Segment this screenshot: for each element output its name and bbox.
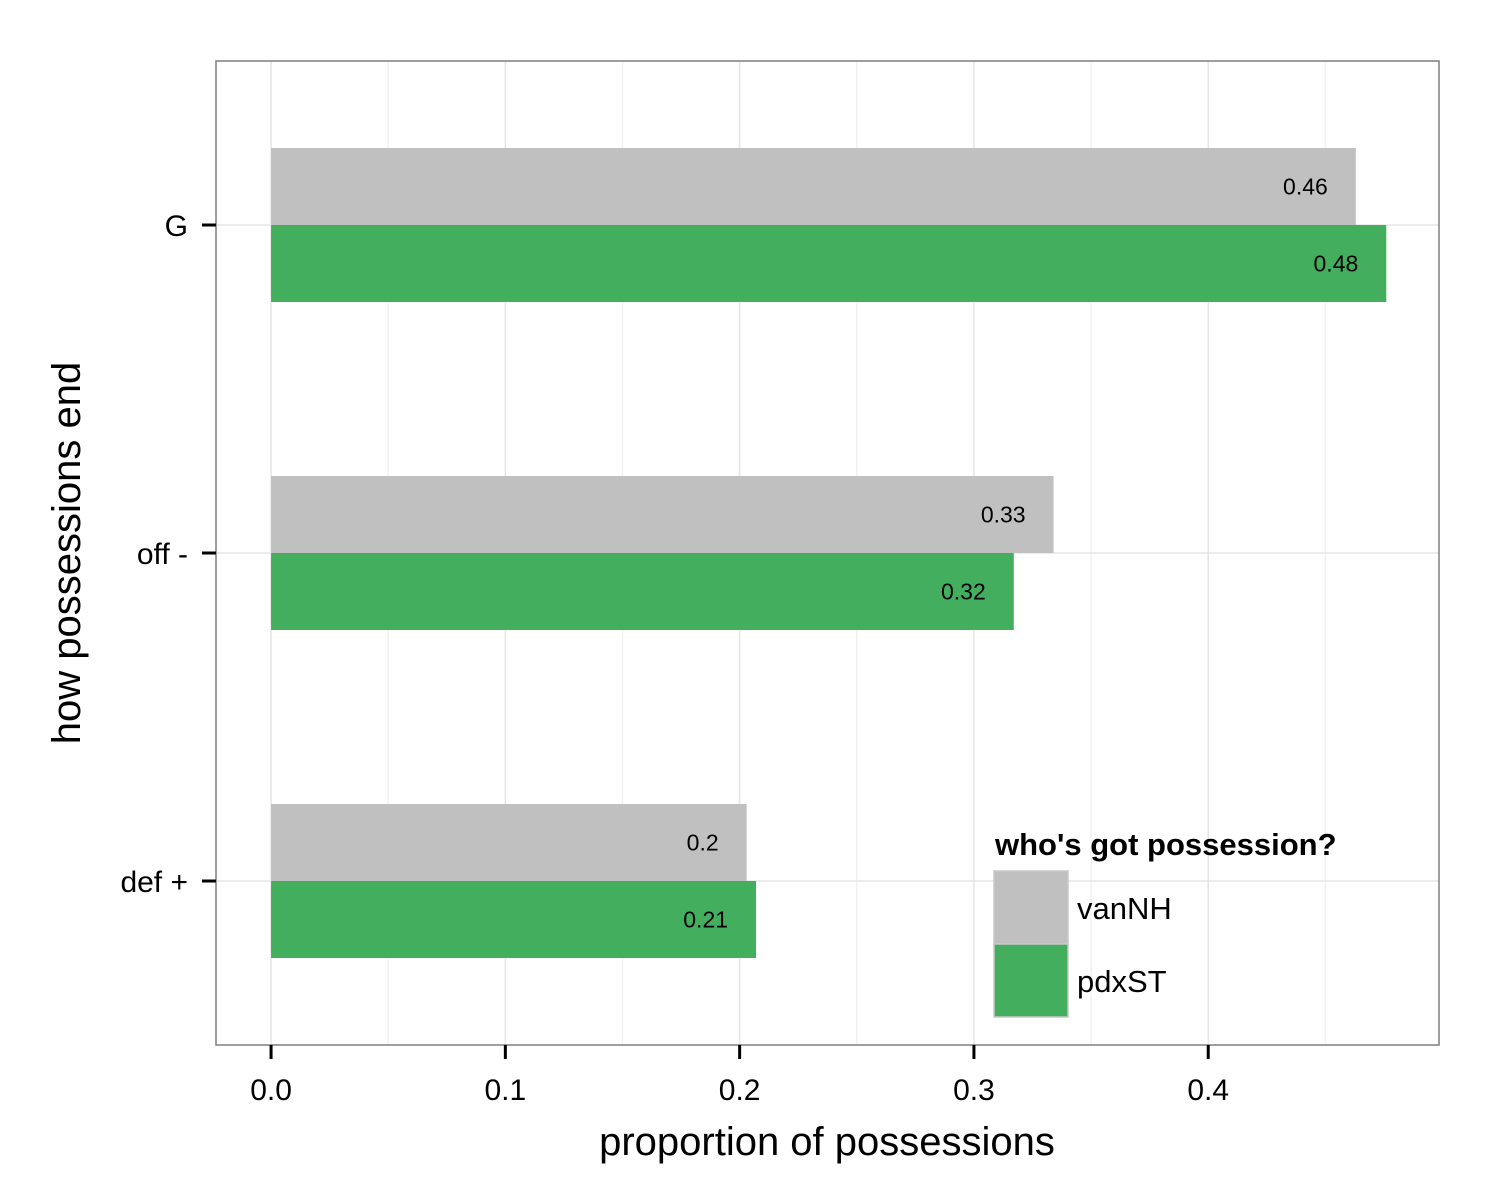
y-tick-label: off - bbox=[137, 538, 188, 571]
bar-pdxST-1 bbox=[271, 553, 1014, 630]
y-tick-label: G bbox=[165, 210, 188, 243]
legend-items: vanNH pdxST bbox=[993, 870, 1172, 1018]
data-label-pdxST-1: 0.32 bbox=[941, 579, 986, 605]
data-label-pdxST-0: 0.48 bbox=[1314, 251, 1359, 277]
x-axis: 0.0 0.1 0.2 0.3 0.4 bbox=[250, 1045, 1229, 1107]
x-tick-label: 0.2 bbox=[719, 1074, 761, 1107]
bars bbox=[271, 148, 1387, 958]
data-label-vanNH-0: 0.46 bbox=[1283, 174, 1328, 200]
data-label-vanNH-2: 0.2 bbox=[687, 830, 719, 856]
y-axis-title: how possessions end bbox=[45, 362, 89, 744]
x-tick-label: 0.3 bbox=[953, 1074, 995, 1107]
legend-label-pdxST: pdxST bbox=[1077, 964, 1167, 999]
legend-label-vanNH: vanNH bbox=[1077, 891, 1172, 926]
bar-vanNH-1 bbox=[271, 476, 1054, 553]
x-tick-label: 0.1 bbox=[484, 1074, 526, 1107]
y-tick-label: def + bbox=[120, 866, 188, 899]
bar-labels: 0.46 0.33 0.2 0.48 0.32 0.21 bbox=[683, 174, 1358, 933]
bar-pdxST-0 bbox=[271, 225, 1387, 302]
bar-pdxST-2 bbox=[271, 881, 757, 958]
legend-key-vanNH bbox=[993, 870, 1069, 945]
data-label-vanNH-1: 0.33 bbox=[981, 502, 1026, 528]
legend: who's got possession? vanNH pdxST bbox=[993, 827, 1337, 1018]
x-axis-title: proportion of possessions bbox=[599, 1120, 1055, 1164]
bar-vanNH-2 bbox=[271, 804, 747, 881]
legend-key-pdxST bbox=[993, 943, 1069, 1018]
bar-vanNH-0 bbox=[271, 148, 1356, 225]
x-tick-label: 0.4 bbox=[1187, 1074, 1229, 1107]
legend-title: who's got possession? bbox=[994, 827, 1337, 862]
x-tick-label: 0.0 bbox=[250, 1074, 292, 1107]
data-label-pdxST-2: 0.21 bbox=[683, 907, 728, 933]
